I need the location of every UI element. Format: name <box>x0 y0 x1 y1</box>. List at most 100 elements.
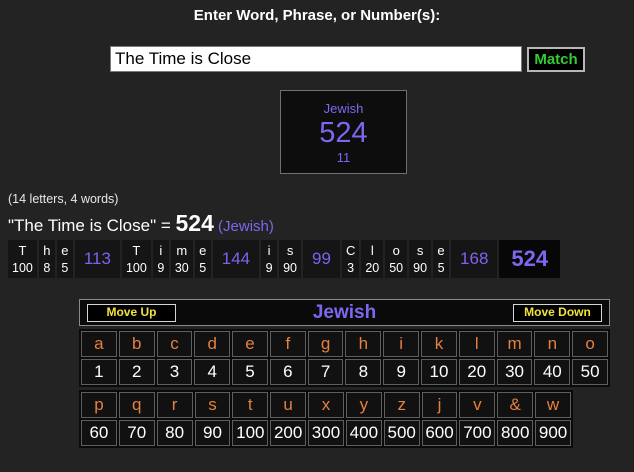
result-cipher-value: 524 <box>319 117 368 149</box>
breakdown-letter-value: 9 <box>157 261 165 275</box>
breakdown-letter: e <box>61 243 69 258</box>
cipher-letter-cell: x <box>308 392 344 418</box>
cipher-value-cell: 2 <box>118 359 155 385</box>
breakdown-letter: T <box>18 243 27 258</box>
cipher-letter-cell: f <box>269 331 306 357</box>
breakdown-letter-cell: o 50 <box>385 240 408 278</box>
result-cipher-label: Jewish <box>323 101 364 116</box>
cipher-value-cell: 8 <box>345 359 382 385</box>
breakdown-letter: T <box>132 243 141 258</box>
equation-total: 524 <box>175 210 214 236</box>
breakdown-word-subtotal: 144 <box>212 240 260 278</box>
cipher-letter-cell: r <box>156 392 193 418</box>
result-box-jewish[interactable]: Jewish 524 11 <box>280 90 407 174</box>
cipher-letter-cell: i <box>383 331 420 357</box>
cipher-value-cell: 9 <box>383 359 420 385</box>
cipher-value-cell: 20 <box>458 359 495 385</box>
cipher-letter-cell: n <box>534 331 571 357</box>
search-input[interactable] <box>110 46 522 72</box>
breakdown-letter-value: 100 <box>125 261 147 275</box>
breakdown-letter-cell: s 90 <box>279 240 302 278</box>
cipher-value-cell: 10 <box>421 359 457 385</box>
equation-line: "The Time is Close" = 524 (Jewish) <box>8 210 274 237</box>
cipher-letter-cell: o <box>572 331 608 357</box>
cipher-letter-cell: l <box>458 331 495 357</box>
cipher-value-cell: 4 <box>194 359 231 385</box>
breakdown-letter: i <box>159 243 163 258</box>
cipher-letter-cell: h <box>345 331 382 357</box>
equation-equals: = <box>156 216 176 235</box>
cipher-letter-cell: g <box>307 331 344 357</box>
cipher-value-cell: 40 <box>534 359 571 385</box>
breakdown-letter-cell: T 100 <box>8 240 37 278</box>
move-down-button[interactable]: Move Down <box>513 303 602 322</box>
cipher-letter-cell: m <box>496 331 533 357</box>
cipher-value-cell: 600 <box>421 420 458 446</box>
cipher-letter-cell: j <box>421 392 458 418</box>
breakdown-letter-cell: m 30 <box>170 240 193 278</box>
breakdown-letter: e <box>199 243 207 258</box>
breakdown-letter-value: 50 <box>389 261 404 275</box>
cipher-value-cell: 70 <box>118 420 155 446</box>
cipher-value-cell: 7 <box>307 359 344 385</box>
move-up-button[interactable]: Move Up <box>87 303 176 322</box>
breakdown-letter-value: 5 <box>199 261 207 275</box>
cipher-letter-cell: c <box>156 331 193 357</box>
cipher-letter-cell: q <box>118 392 155 418</box>
breakdown-letter-value: 3 <box>347 261 355 275</box>
breakdown-letter-value: 90 <box>413 261 428 275</box>
cipher-value-cell: 500 <box>383 420 420 446</box>
cipher-letter-cell: w <box>535 392 571 418</box>
breakdown-word-subtotal: 113 <box>74 240 120 278</box>
cipher-value-cell: 80 <box>156 420 193 446</box>
equation-phrase: "The Time is Close" <box>8 216 157 235</box>
cipher-value-cell: 400 <box>345 420 382 446</box>
breakdown-word-subtotal: 168 <box>451 240 498 278</box>
breakdown-letter: s <box>416 243 424 258</box>
breakdown-letter-cell: l 20 <box>361 240 384 278</box>
cipher-value-cell: 60 <box>81 420 117 446</box>
cipher-row-pair: p q r s t u x y z j v & w 60 70 80 90 100 200 300 400 500 600 7… <box>79 390 573 448</box>
breakdown-letter-value: 20 <box>365 261 380 275</box>
cipher-chart-rows: a b c d e f g h i k l m n o 1 2 3 4 5 6 7 8 9 10 20 30 40 50 p q r s t u x… <box>79 329 610 448</box>
cipher-letter-cell: d <box>194 331 231 357</box>
breakdown-letter: o <box>392 243 400 258</box>
cipher-value-cell: 3 <box>156 359 193 385</box>
equation-cipher: (Jewish) <box>213 218 274 235</box>
match-button[interactable]: Match <box>527 47 585 72</box>
cipher-letter-cell: b <box>118 331 155 357</box>
breakdown-letter-value: 5 <box>61 261 69 275</box>
cipher-value-cell: 50 <box>572 359 608 385</box>
cipher-chart-header: Move Up Jewish Move Down <box>79 299 610 326</box>
cipher-letter-cell: t <box>232 392 269 418</box>
breakdown-word-subtotal: 99 <box>303 240 340 278</box>
breakdown-letter: l <box>370 243 374 258</box>
breakdown-letter: e <box>437 243 445 258</box>
cipher-value-cell: 700 <box>459 420 496 446</box>
cipher-value-cell: 90 <box>194 420 231 446</box>
cipher-letter-cell: e <box>232 331 268 357</box>
cipher-value-cell: 30 <box>496 359 533 385</box>
breakdown-total: 524 <box>499 240 561 278</box>
breakdown-letter: s <box>286 243 294 258</box>
cipher-letter-cell: a <box>81 331 117 357</box>
cipher-letter-cell: k <box>421 331 457 357</box>
breakdown-letter-cell: T 100 <box>121 240 151 278</box>
cipher-letter-cell: & <box>497 392 534 418</box>
page-title: Enter Word, Phrase, or Number(s): <box>193 7 441 24</box>
letters-words-count: (14 letters, 4 words) <box>8 192 119 206</box>
cipher-value-cell: 800 <box>497 420 534 446</box>
breakdown-letter-value: 5 <box>437 261 445 275</box>
breakdown-letter-cell: s 90 <box>409 240 432 278</box>
cipher-value-cell: 5 <box>232 359 268 385</box>
cipher-value-cell: 6 <box>269 359 306 385</box>
cipher-value-cell: 900 <box>535 420 571 446</box>
cipher-value-cell: 200 <box>270 420 307 446</box>
cipher-row-pair: a b c d e f g h i k l m n o 1 2 3 4 5 6 7 8 9 10 20 30 40 50 <box>79 329 610 387</box>
